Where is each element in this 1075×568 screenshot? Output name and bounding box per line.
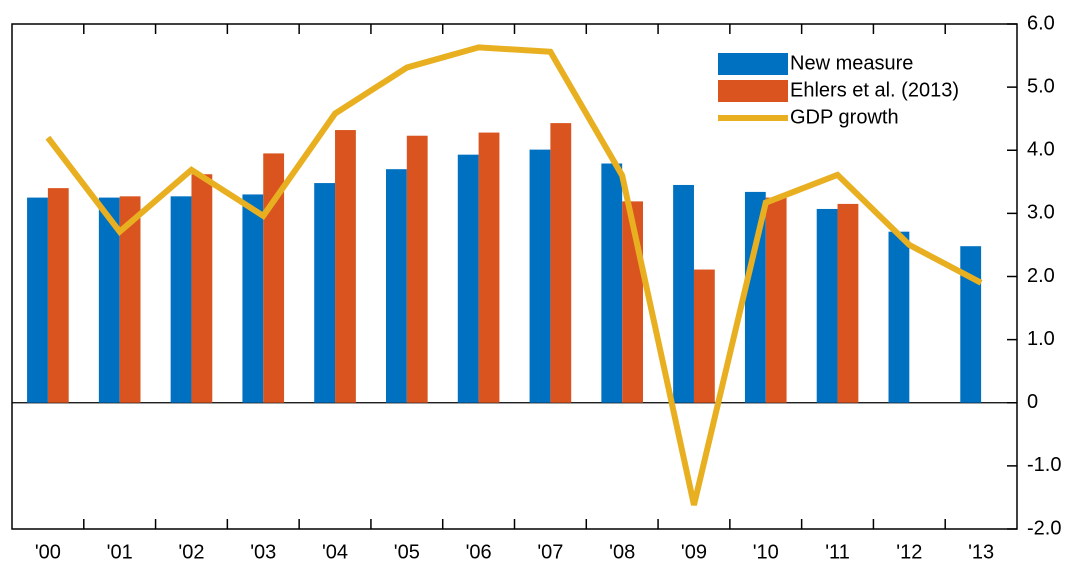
bar (673, 184, 694, 403)
x-tick-label: '13 (968, 541, 994, 563)
legend-swatch (718, 53, 788, 75)
bar (47, 188, 69, 403)
bar (478, 132, 500, 403)
x-tick-label: '02 (178, 541, 204, 563)
bar (529, 149, 551, 403)
bar (457, 154, 479, 403)
x-tick-label: '11 (825, 541, 850, 563)
bar (765, 197, 787, 403)
bar (888, 231, 910, 403)
x-tick-label: '12 (896, 541, 922, 563)
x-tick-label: '08 (609, 541, 635, 563)
bar (119, 196, 141, 403)
bar (406, 135, 428, 403)
legend-label: New measure (790, 52, 913, 74)
legend-label: Ehlers et al. (2013) (790, 79, 959, 101)
legend-swatch (718, 80, 788, 102)
bar (263, 153, 285, 403)
y-tick-label: 2.0 (1027, 265, 1055, 287)
bar (816, 208, 838, 403)
bar (314, 183, 336, 403)
y-tick-label: 5.0 (1027, 75, 1055, 97)
bar (550, 123, 572, 403)
bar (601, 163, 623, 403)
x-tick-label: '00 (35, 541, 61, 563)
y-tick-label: 4.0 (1027, 139, 1055, 161)
x-tick-label: '04 (322, 541, 348, 563)
bar (335, 130, 356, 403)
bar (837, 203, 859, 403)
bar (386, 169, 407, 403)
x-tick-label: '07 (537, 541, 563, 563)
y-tick-label: 0 (1027, 391, 1038, 413)
y-tick-label: 3.0 (1027, 202, 1055, 224)
y-tick-label: 1.0 (1027, 328, 1055, 350)
bar (242, 194, 264, 403)
bar (27, 197, 48, 403)
y-tick-label: -2.0 (1027, 517, 1061, 539)
bar (191, 174, 213, 403)
x-tick-label: '06 (466, 541, 492, 563)
x-tick-label: '09 (681, 541, 707, 563)
legend-label: GDP growth (790, 106, 899, 128)
x-tick-label: '03 (250, 541, 276, 563)
y-tick-label: 6.0 (1027, 12, 1055, 34)
x-tick-label: '10 (753, 541, 779, 563)
bar (98, 197, 120, 403)
line (45, 44, 983, 506)
x-tick-label: '05 (394, 541, 420, 563)
x-tick-label: '01 (107, 541, 133, 563)
bar (693, 269, 715, 403)
bar (960, 246, 982, 403)
bar (744, 191, 766, 403)
y-tick-label: -1.0 (1027, 454, 1061, 476)
bar (170, 196, 192, 403)
